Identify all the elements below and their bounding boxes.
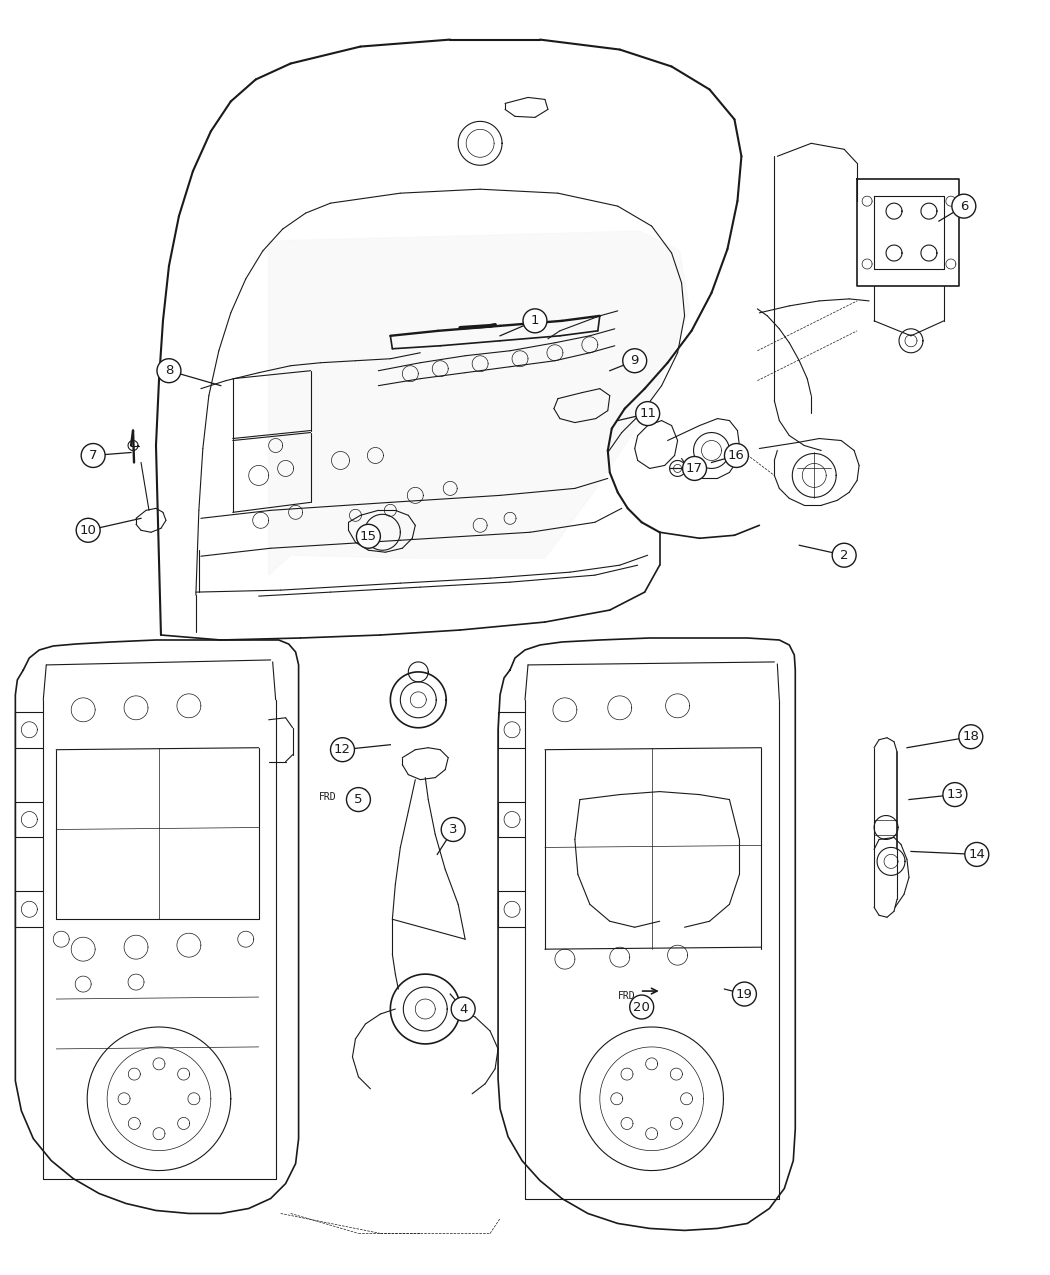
Text: 9: 9 [630, 354, 638, 367]
Polygon shape [269, 231, 690, 575]
Circle shape [356, 524, 380, 548]
Circle shape [965, 843, 989, 867]
Circle shape [331, 738, 355, 761]
Circle shape [452, 997, 476, 1021]
Text: 17: 17 [686, 462, 704, 476]
Circle shape [346, 788, 371, 812]
Text: 7: 7 [89, 449, 98, 462]
Text: 10: 10 [80, 524, 97, 537]
Circle shape [77, 519, 100, 542]
Circle shape [943, 783, 967, 807]
Circle shape [441, 817, 465, 842]
Text: 5: 5 [354, 793, 362, 806]
Circle shape [623, 349, 647, 372]
Circle shape [724, 444, 749, 468]
Text: 4: 4 [459, 1002, 467, 1015]
Circle shape [635, 402, 659, 426]
Text: 13: 13 [946, 788, 963, 801]
Text: FRD: FRD [318, 792, 336, 802]
Circle shape [158, 358, 181, 382]
Circle shape [833, 543, 856, 567]
Text: 19: 19 [736, 988, 753, 1001]
Circle shape [952, 194, 975, 218]
Text: 11: 11 [639, 407, 656, 419]
Text: 12: 12 [334, 743, 351, 756]
Text: 15: 15 [360, 530, 377, 543]
Text: 18: 18 [963, 731, 980, 743]
Text: 6: 6 [960, 200, 968, 213]
Circle shape [959, 724, 983, 748]
Circle shape [630, 994, 654, 1019]
Text: 1: 1 [530, 315, 540, 328]
Circle shape [733, 982, 756, 1006]
Text: 2: 2 [840, 548, 848, 562]
Circle shape [682, 456, 707, 481]
Circle shape [523, 309, 547, 333]
Text: 8: 8 [165, 365, 173, 377]
Circle shape [81, 444, 105, 468]
Text: 16: 16 [728, 449, 744, 462]
Text: 14: 14 [968, 848, 985, 861]
Text: 3: 3 [449, 822, 458, 836]
Text: FRD: FRD [617, 991, 635, 1001]
Text: 20: 20 [633, 1001, 650, 1014]
